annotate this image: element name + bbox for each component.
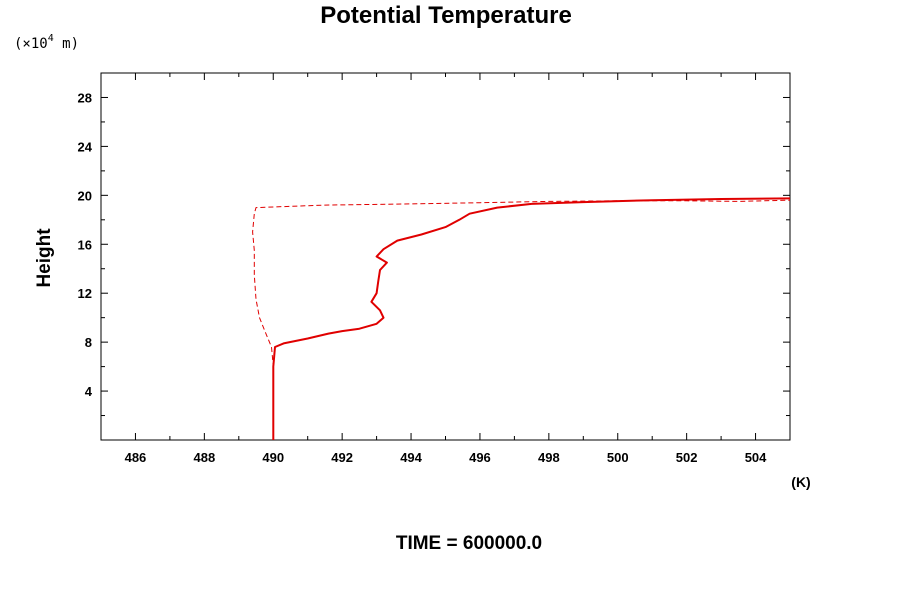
time-label: TIME = 600000.0 [396, 533, 542, 554]
x-tick-label: 502 [676, 450, 698, 465]
dashed-profile-line [252, 199, 791, 440]
y-tick-label: 4 [85, 384, 93, 399]
x-tick-label: 490 [262, 450, 284, 465]
solid-profile-line [272, 197, 791, 440]
series-layer [252, 197, 791, 440]
y-tick-label: 20 [78, 188, 92, 203]
x-tick-label: 496 [469, 450, 491, 465]
x-tick-label: 494 [400, 450, 422, 465]
x-tick-label: 498 [538, 450, 560, 465]
y-tick-label: 24 [78, 139, 93, 154]
x-tick-label: 488 [193, 450, 215, 465]
chart-title: Potential Temperature [320, 2, 572, 29]
x-units-label: (K) [791, 474, 810, 490]
x-tick-label: 486 [125, 450, 147, 465]
x-tick-label: 500 [607, 450, 629, 465]
y-units-label: (×104 m) [14, 33, 79, 52]
x-tick-label: 504 [745, 450, 767, 465]
y-tick-label: 28 [78, 90, 92, 105]
y-axis-label: Height [34, 228, 55, 288]
y-tick-label: 12 [78, 286, 92, 301]
y-tick-label: 8 [85, 335, 92, 350]
x-tick-label: 492 [331, 450, 353, 465]
axis-ticks: 486 488 490 492 494 496 498 500 502 504 4 8 12 16 20 24… [78, 73, 790, 465]
y-tick-label: 16 [78, 237, 92, 252]
plot-frame [100, 72, 791, 441]
